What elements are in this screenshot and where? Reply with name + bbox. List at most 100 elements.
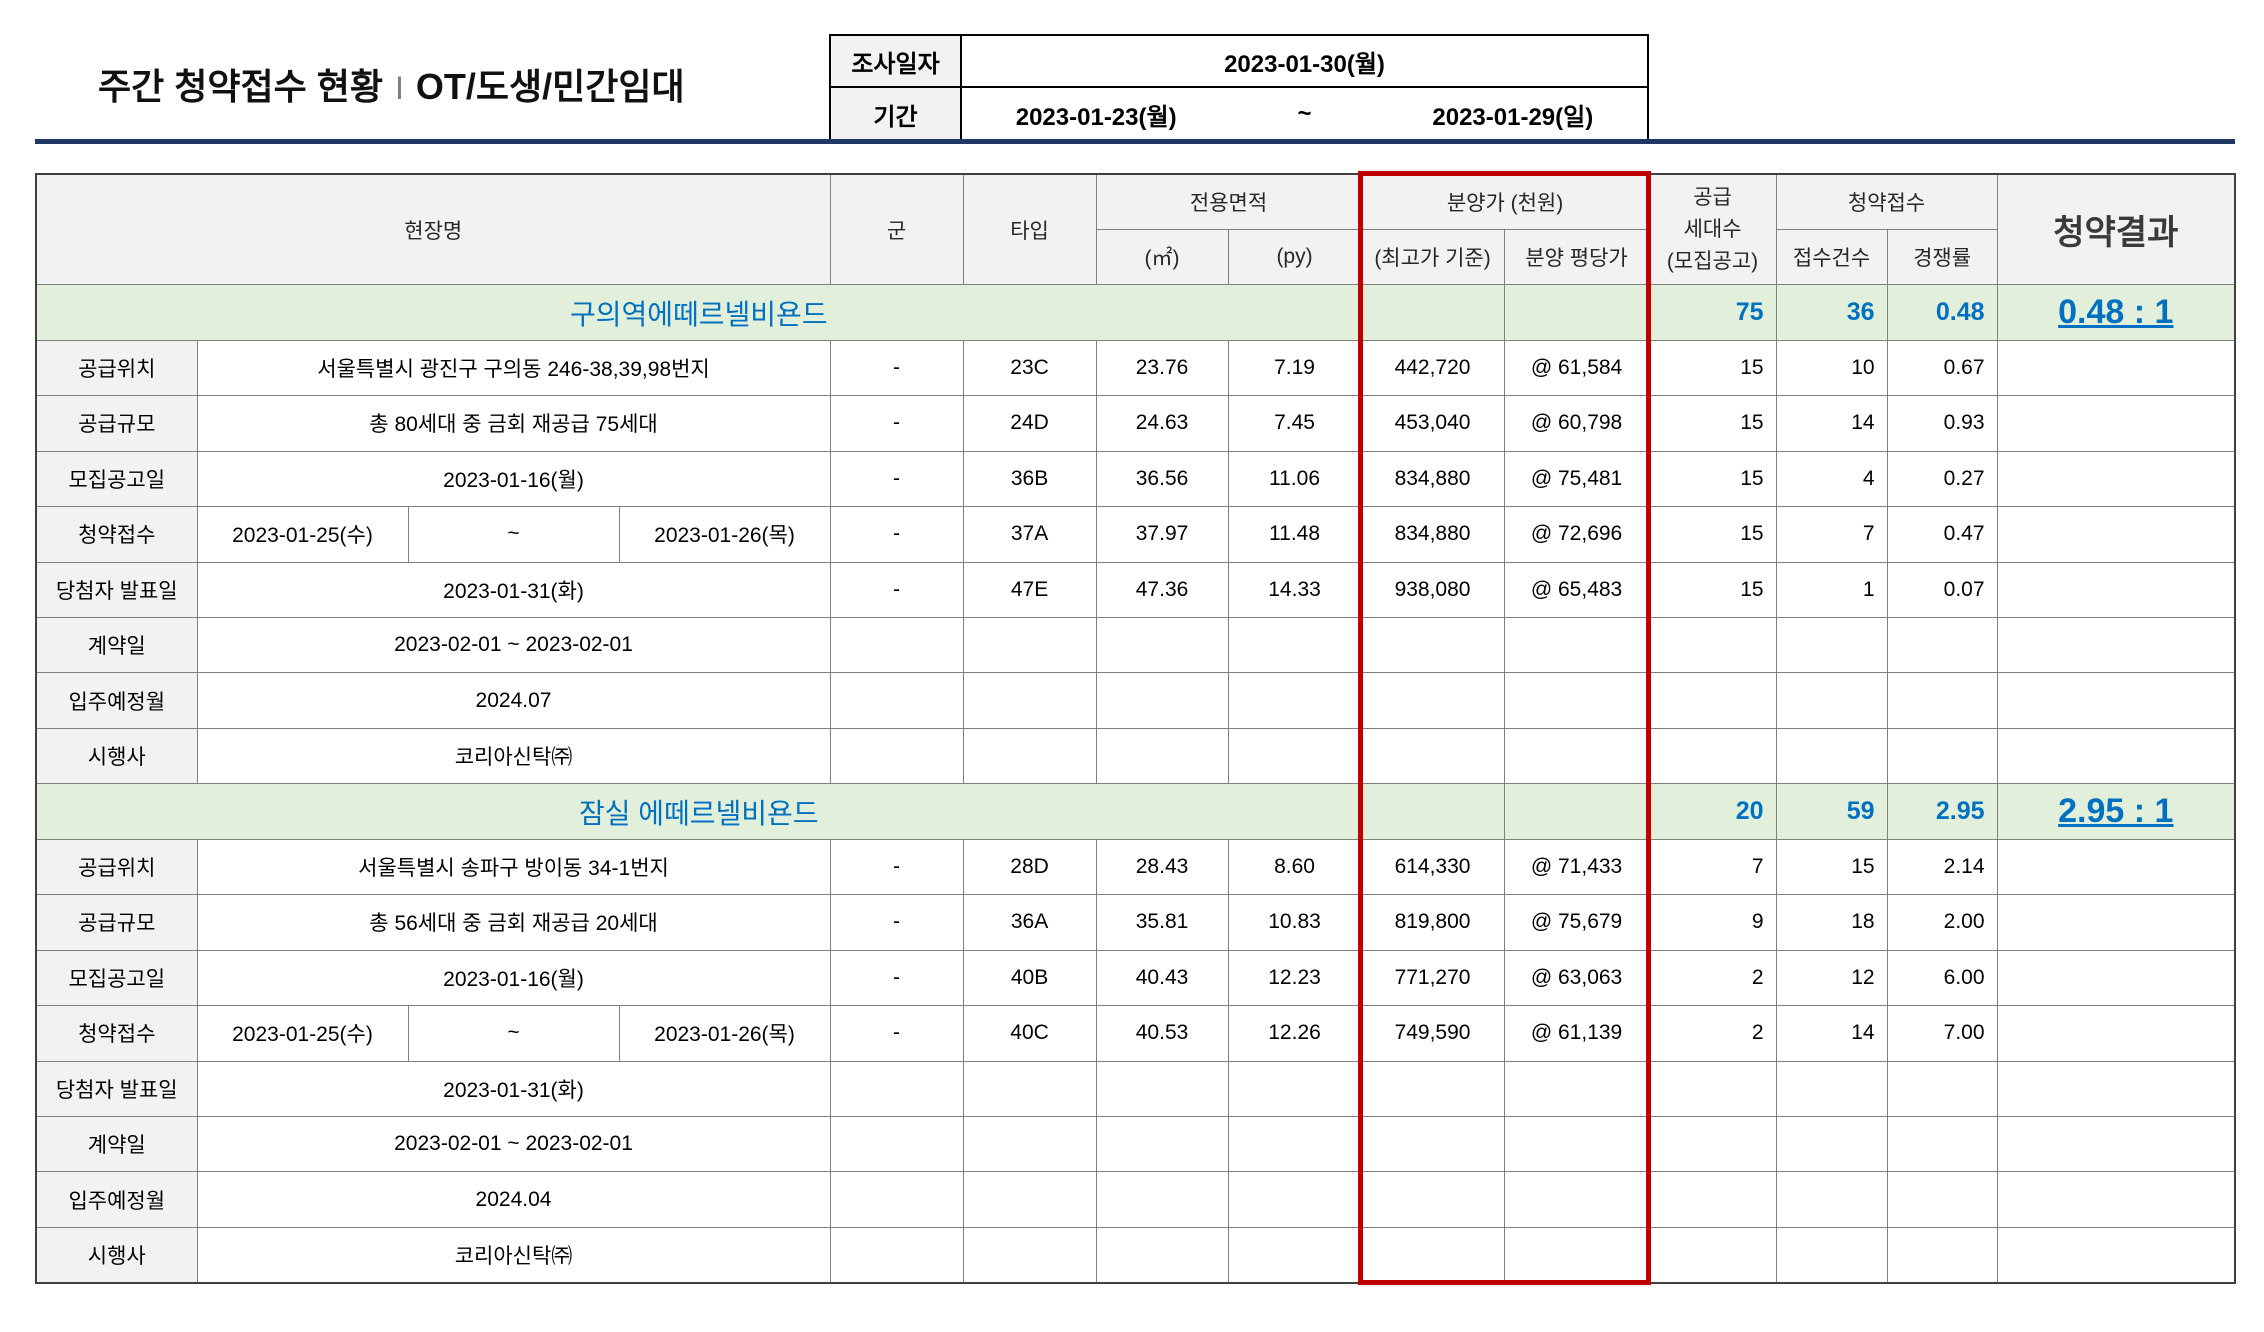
info-label: 계약일 bbox=[35, 1115, 198, 1173]
unit-applications: 12 bbox=[1775, 949, 1888, 1007]
page-title-main: 주간 청약접수 현황 bbox=[98, 66, 383, 107]
empty-cell bbox=[1503, 783, 1650, 840]
empty-cell bbox=[1648, 1226, 1777, 1284]
empty-cell bbox=[1996, 561, 2236, 619]
empty-cell bbox=[962, 1171, 1097, 1228]
table-row: 당첨자 발표일 2023-01-31(화) - 47E 47.36 14.33 … bbox=[35, 561, 2236, 619]
supply-location: 서울특별시 광진구 구의동 246-38,39,98번지 bbox=[196, 339, 831, 397]
unit-group: - bbox=[829, 1005, 964, 1062]
empty-cell bbox=[1360, 1115, 1505, 1173]
info-label: 모집공고일 bbox=[35, 949, 198, 1007]
empty-cell bbox=[1503, 616, 1650, 674]
info-label: 입주예정월 bbox=[35, 672, 198, 729]
contract-period: 2023-02-01 ~ 2023-02-01 bbox=[196, 1115, 831, 1173]
empty-cell bbox=[1775, 616, 1888, 674]
header-row: (㎡) (py) (최고가 기준) 분양 평당가 접수건수 경쟁률 bbox=[36, 228, 2235, 286]
unit-supply: 2 bbox=[1648, 949, 1777, 1007]
unit-applications: 10 bbox=[1775, 339, 1888, 397]
empty-cell bbox=[1996, 450, 2236, 508]
empty-cell bbox=[1886, 1226, 1998, 1284]
unit-area-m2: 23.76 bbox=[1095, 339, 1229, 397]
table-row: 계약일 2023-02-01 ~ 2023-02-01 bbox=[35, 616, 2236, 674]
project-result-link[interactable]: 2.95 : 1 bbox=[2058, 792, 2174, 831]
supply-location: 서울특별시 송파구 방이동 34-1번지 bbox=[196, 838, 831, 896]
empty-cell bbox=[1996, 1005, 2236, 1062]
unit-type: 36A bbox=[962, 894, 1097, 951]
apply-start-date: 2023-01-25(수) bbox=[196, 1005, 409, 1062]
empty-cell bbox=[1360, 284, 1505, 341]
unit-competition-ratio: 7.00 bbox=[1886, 1005, 1998, 1062]
empty-cell bbox=[829, 1171, 964, 1228]
empty-cell bbox=[1886, 672, 1998, 729]
unit-supply: 15 bbox=[1648, 506, 1777, 563]
empty-cell bbox=[1360, 727, 1505, 785]
survey-date-value: 2023-01-30(월) bbox=[962, 36, 1647, 88]
project-total-ratio: 0.48 bbox=[1886, 284, 1998, 341]
unit-price-max: 938,080 bbox=[1360, 561, 1505, 619]
table-row: 계약일 2023-02-01 ~ 2023-02-01 bbox=[35, 1115, 2236, 1173]
header-row: 현장명 군 타입 전용면적 분양가 (천원) 공급 세대수 (모집공고) 청약접… bbox=[35, 173, 2236, 286]
unit-price-per-py: @ 60,798 bbox=[1503, 395, 1650, 452]
header-area: 전용면적 bbox=[1095, 173, 1362, 230]
unit-area-py: 7.45 bbox=[1227, 395, 1362, 452]
empty-cell bbox=[1095, 727, 1229, 785]
unit-applications: 14 bbox=[1775, 395, 1888, 452]
unit-price-max: 834,880 bbox=[1360, 506, 1505, 563]
info-label: 계약일 bbox=[35, 616, 198, 674]
empty-cell bbox=[1360, 1226, 1505, 1284]
empty-cell bbox=[829, 616, 964, 674]
empty-cell bbox=[1227, 1226, 1362, 1284]
empty-cell bbox=[1775, 1115, 1888, 1173]
empty-cell bbox=[1648, 616, 1777, 674]
empty-cell bbox=[1996, 1115, 2236, 1173]
unit-group: - bbox=[829, 561, 964, 619]
unit-competition-ratio: 6.00 bbox=[1886, 949, 1998, 1007]
empty-cell bbox=[1503, 1060, 1650, 1117]
header-type: 타입 bbox=[962, 173, 1097, 286]
unit-competition-ratio: 0.47 bbox=[1886, 506, 1998, 563]
unit-price-max: 453,040 bbox=[1360, 395, 1505, 452]
project-result-link[interactable]: 0.48 : 1 bbox=[2058, 293, 2174, 332]
empty-cell bbox=[1886, 616, 1998, 674]
unit-group: - bbox=[829, 949, 964, 1007]
unit-type: 24D bbox=[962, 395, 1097, 452]
unit-area-m2: 28.43 bbox=[1095, 838, 1229, 896]
supply-scale: 총 80세대 중 금회 재공급 75세대 bbox=[196, 395, 831, 452]
unit-supply: 7 bbox=[1648, 838, 1777, 896]
info-label: 공급위치 bbox=[35, 339, 198, 397]
header-price-per-py: 분양 평당가 bbox=[1503, 228, 1650, 286]
project-row: 잠실 에떼르넬비욘드 20 59 2.95 2.95 : 1 bbox=[35, 783, 2236, 840]
project-total-supply: 20 bbox=[1648, 783, 1777, 840]
unit-price-per-py: @ 72,696 bbox=[1503, 506, 1650, 563]
unit-supply: 15 bbox=[1648, 395, 1777, 452]
move-in-month: 2024.07 bbox=[196, 672, 831, 729]
supply-scale: 총 56세대 중 금회 재공급 20세대 bbox=[196, 894, 831, 951]
unit-group: - bbox=[829, 395, 964, 452]
empty-cell bbox=[1095, 672, 1229, 729]
unit-price-per-py: @ 63,063 bbox=[1503, 949, 1650, 1007]
unit-price-max: 749,590 bbox=[1360, 1005, 1505, 1062]
unit-competition-ratio: 2.00 bbox=[1886, 894, 1998, 951]
winner-date: 2023-01-31(화) bbox=[196, 561, 831, 619]
empty-cell bbox=[1996, 616, 2236, 674]
unit-area-py: 8.60 bbox=[1227, 838, 1362, 896]
unit-applications: 18 bbox=[1775, 894, 1888, 951]
empty-cell bbox=[1996, 949, 2236, 1007]
unit-area-py: 11.48 bbox=[1227, 506, 1362, 563]
unit-competition-ratio: 0.93 bbox=[1886, 395, 1998, 452]
move-in-month: 2024.04 bbox=[196, 1171, 831, 1228]
empty-cell bbox=[1775, 727, 1888, 785]
empty-cell bbox=[1360, 783, 1505, 840]
unit-price-max: 819,800 bbox=[1360, 894, 1505, 951]
unit-competition-ratio: 2.14 bbox=[1886, 838, 1998, 896]
unit-group: - bbox=[829, 450, 964, 508]
developer-name: 코리아신탁㈜ bbox=[196, 1226, 831, 1284]
unit-price-max: 442,720 bbox=[1360, 339, 1505, 397]
unit-applications: 15 bbox=[1775, 838, 1888, 896]
empty-cell bbox=[1648, 1060, 1777, 1117]
unit-price-per-py: @ 61,584 bbox=[1503, 339, 1650, 397]
empty-cell bbox=[1996, 727, 2236, 785]
subscription-table: 현장명 군 타입 전용면적 분양가 (천원) 공급 세대수 (모집공고) 청약접… bbox=[35, 173, 2237, 1284]
page-title-category: OT/도생/민간임대 bbox=[415, 66, 685, 107]
header-site-name: 현장명 bbox=[35, 173, 831, 286]
